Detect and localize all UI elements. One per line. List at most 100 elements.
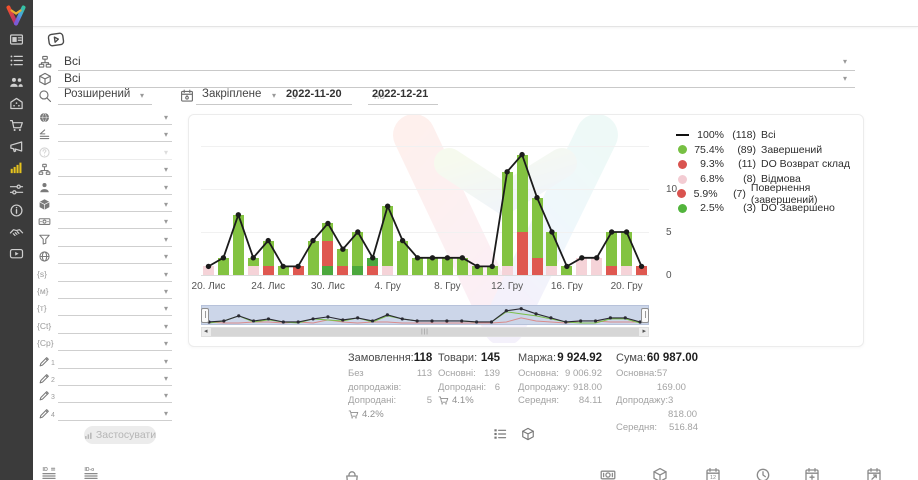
global-filter-select-2[interactable]: Всі ▾: [58, 71, 855, 88]
calendar-export-icon[interactable]: [866, 467, 882, 480]
bar-18.12[interactable]: [591, 257, 603, 275]
bar-10.12[interactable]: [471, 266, 483, 275]
filter-select[interactable]: [58, 388, 172, 404]
bar-17.12[interactable]: [576, 257, 588, 275]
scrollbar-right-arrow-icon[interactable]: ▸: [642, 328, 646, 335]
data-point-05.12[interactable]: [399, 237, 406, 244]
bar-04.12[interactable]: [382, 206, 394, 275]
filter-select[interactable]: [58, 354, 172, 369]
search-mode-select[interactable]: Розширений ▾: [58, 88, 152, 105]
bar-15.12[interactable]: [546, 232, 558, 275]
data-point-25.11[interactable]: [280, 263, 286, 270]
scrollbar-grip[interactable]: |||: [421, 329, 429, 335]
clock-icon[interactable]: [755, 467, 771, 480]
data-point-13.12[interactable]: [519, 151, 525, 158]
calendar-dates-icon[interactable]: 12: [705, 467, 721, 480]
chart-navigator[interactable]: [201, 305, 649, 325]
scrollbar-thumb[interactable]: [211, 328, 639, 336]
data-point-20.11[interactable]: [205, 263, 212, 270]
legend-entry-3[interactable]: 9.3% (11) DO Возврат склад: [675, 157, 863, 172]
bag-icon[interactable]: [344, 470, 360, 480]
bar-29.11[interactable]: [307, 240, 319, 275]
sidebar-item-users[interactable]: [0, 73, 33, 92]
data-point-06.12[interactable]: [414, 255, 421, 261]
sidebar-item-warehouse[interactable]: [0, 94, 33, 113]
data-point-19.12[interactable]: [608, 229, 615, 235]
filter-select[interactable]: [58, 162, 172, 178]
sidebar-item-partners[interactable]: [0, 223, 33, 242]
data-point-15.12[interactable]: [549, 229, 555, 235]
data-point-22.11[interactable]: [235, 212, 242, 218]
bar-21.12[interactable]: [636, 266, 648, 275]
money-icon[interactable]: [600, 467, 616, 480]
data-point-20.12[interactable]: [623, 229, 630, 235]
data-point-11.12[interactable]: [489, 263, 495, 270]
bar-20.11[interactable]: [202, 266, 214, 275]
list-legend-toggle[interactable]: [493, 427, 507, 441]
date-from-input[interactable]: 2022-11-20: [282, 88, 352, 105]
apply-button[interactable]: Застосувати: [84, 426, 156, 444]
data-point-02.12[interactable]: [355, 229, 361, 235]
cube-outline-icon[interactable]: [652, 467, 668, 480]
bar-20.12[interactable]: [621, 232, 633, 275]
filter-select[interactable]: [58, 301, 172, 317]
data-point-03.12[interactable]: [370, 255, 376, 261]
data-point-01.12[interactable]: [340, 246, 346, 252]
sidebar-item-megaphone[interactable]: [0, 137, 33, 156]
bar-23.11[interactable]: [247, 257, 259, 275]
id-equal-icon[interactable]: ID: [42, 465, 58, 480]
bar-01.12[interactable]: [337, 249, 349, 275]
chart-scrollbar[interactable]: ◂ ▸ |||: [201, 327, 649, 337]
cube-outline-toggle[interactable]: [521, 427, 535, 441]
data-point-07.12[interactable]: [429, 255, 436, 261]
navigator-right-handle[interactable]: [641, 308, 649, 323]
data-point-28.11[interactable]: [295, 263, 301, 270]
filter-select[interactable]: [58, 232, 172, 247]
bar-08.12[interactable]: [441, 257, 453, 275]
data-point-24.11[interactable]: [265, 237, 271, 244]
filter-select[interactable]: [58, 249, 172, 265]
data-point-18.12[interactable]: [594, 255, 600, 261]
bar-14.12[interactable]: [531, 197, 543, 275]
bar-28.11[interactable]: [292, 266, 304, 275]
legend-entry-4[interactable]: 6.8% (8) Відмова: [675, 172, 863, 187]
data-point-10.12[interactable]: [474, 263, 480, 270]
video-tutorial-icon[interactable]: [45, 30, 67, 50]
data-point-09.12[interactable]: [459, 255, 466, 261]
data-point-12.12[interactable]: [504, 169, 510, 175]
date-to-input[interactable]: 2022-12-21: [368, 88, 438, 105]
bar-25.11[interactable]: [277, 266, 289, 275]
filter-select[interactable]: [58, 110, 172, 125]
data-point-04.12[interactable]: [384, 203, 391, 209]
global-filter-select-1[interactable]: Всі ▾: [58, 54, 855, 71]
data-point-14.12[interactable]: [534, 194, 540, 201]
data-point-23.11[interactable]: [250, 255, 256, 261]
bar-12.12[interactable]: [501, 171, 513, 275]
id-o-icon[interactable]: ID-o: [84, 465, 100, 480]
sidebar-item-settings-sliders[interactable]: [0, 180, 33, 199]
sidebar-item-order-list[interactable]: [0, 51, 33, 70]
filter-select[interactable]: [58, 180, 172, 195]
bar-03.12[interactable]: [367, 257, 379, 275]
bar-21.11[interactable]: [217, 257, 229, 275]
bar-11.12[interactable]: [486, 266, 498, 275]
bar-19.12[interactable]: [606, 232, 618, 275]
sidebar-item-dashboard-image[interactable]: [0, 30, 33, 49]
data-point-16.12[interactable]: [564, 263, 570, 270]
calendar-add-icon[interactable]: [804, 467, 820, 480]
data-point-17.12[interactable]: [579, 255, 585, 261]
scrollbar-left-arrow-icon[interactable]: ◂: [204, 328, 208, 335]
filter-select[interactable]: [58, 284, 172, 299]
sidebar-item-cart[interactable]: [0, 116, 33, 135]
legend-entry-1[interactable]: 100% (118) Всі: [675, 128, 863, 143]
filter-select[interactable]: [58, 371, 172, 386]
navigator-left-handle[interactable]: [201, 308, 209, 323]
sidebar-item-analytics[interactable]: [0, 158, 33, 177]
legend-entry-5[interactable]: 5.9% (7) Повернення (завершений): [675, 182, 863, 206]
legend-entry-6[interactable]: 2.5% (3) DO Завершено: [675, 201, 863, 216]
data-point-30.11[interactable]: [325, 220, 331, 227]
data-point-29.11[interactable]: [310, 237, 316, 244]
bar-24.11[interactable]: [262, 240, 274, 275]
bar-05.12[interactable]: [397, 240, 409, 275]
filter-select[interactable]: [58, 197, 172, 212]
